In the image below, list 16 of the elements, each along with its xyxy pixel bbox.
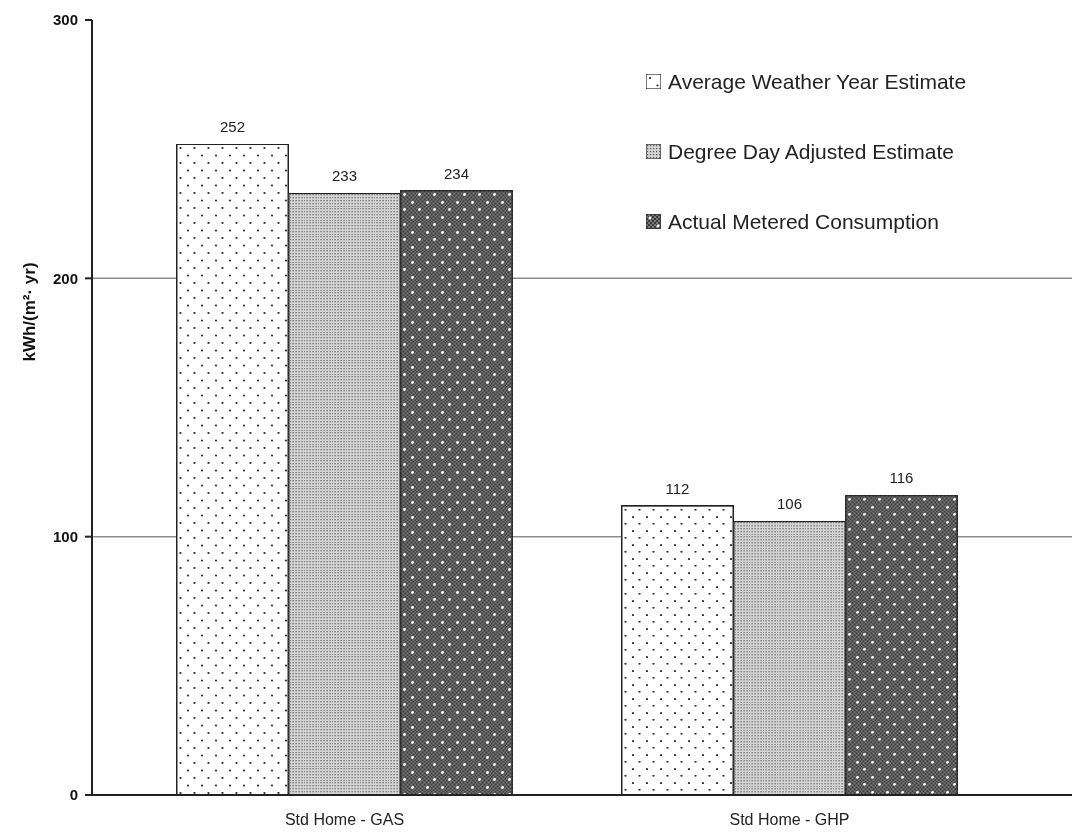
y-tick-label: 100	[52, 527, 78, 545]
data-label: 233	[331, 167, 358, 185]
data-label: 112	[665, 479, 690, 497]
legend-label: Degree Day Adjusted Estimate	[668, 140, 954, 164]
data-label: 106	[776, 495, 803, 513]
legend-label: Average Weather Year Estimate	[668, 70, 967, 94]
data-label: 234	[443, 164, 470, 182]
x-tick-label: Std Home - GHP	[729, 811, 850, 828]
y-tick-label: 0	[69, 786, 78, 804]
legend-label: Actual Metered Consumption	[668, 210, 939, 234]
data-label: 252	[219, 118, 246, 135]
y-tick-label: 200	[52, 269, 78, 287]
data-label: 116	[889, 469, 914, 487]
y-tick-label: 300	[52, 11, 78, 29]
y-axis-title: kWh/(m²· yr)	[20, 262, 39, 362]
x-tick-label: Std Home - GAS	[284, 811, 405, 828]
